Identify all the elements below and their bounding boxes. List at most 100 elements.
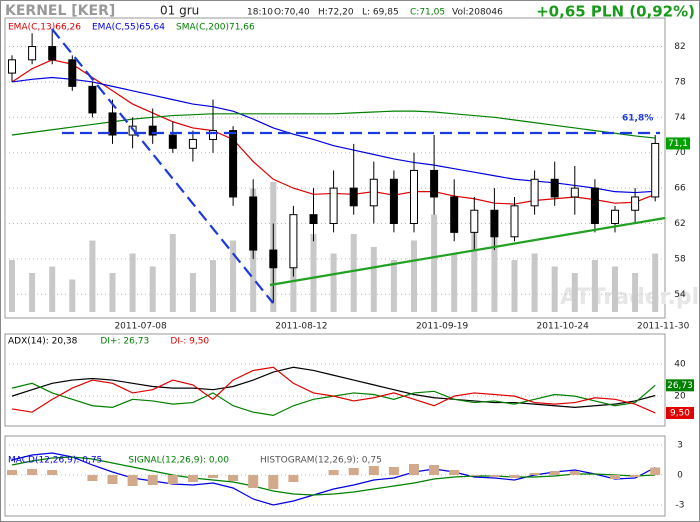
y-tick-label: 70 — [674, 148, 686, 158]
candle-body — [289, 214, 298, 269]
histogram-bar — [449, 470, 460, 475]
last-value-label: 26,73 — [667, 381, 693, 391]
candle-body — [550, 178, 559, 198]
candle-body — [611, 209, 619, 225]
x-tick-label: 2011-07-08 — [114, 322, 167, 332]
volume-bar — [189, 273, 196, 312]
legend-entry: MACD(12,26,9): 0,75 — [8, 456, 102, 466]
indicator-line — [11, 76, 656, 194]
histogram-bar — [569, 471, 580, 475]
legend-entry: ADX(14): 20,38 — [8, 337, 78, 347]
histogram-bar — [107, 475, 118, 484]
fib-label: 61,8% — [622, 114, 653, 124]
volume-bar — [370, 247, 377, 312]
legend-entry: EMA(C,13)66,26 — [8, 23, 81, 33]
volume-bar — [49, 266, 56, 312]
macd-panel — [4, 435, 666, 517]
candle-body — [530, 178, 539, 207]
change: +0,65 PLN (0,92%) — [536, 3, 695, 21]
y-tick-label: 62 — [674, 219, 685, 229]
volume-bar — [129, 253, 136, 312]
volume-bar — [9, 260, 15, 312]
candle-body — [88, 85, 97, 114]
last-value-box — [666, 406, 694, 419]
histogram-bar — [87, 475, 98, 481]
last-value-label: 9,50 — [670, 408, 690, 418]
support-trendline — [269, 216, 666, 287]
x-tick-label: 2011-08-12 — [275, 322, 327, 332]
candle-body — [68, 59, 77, 87]
legend-entry: DI+: 26,73 — [100, 337, 149, 347]
histogram-bar — [208, 475, 218, 478]
volume-bar — [471, 221, 478, 312]
volume-bar — [29, 273, 36, 312]
histogram-bar — [248, 475, 259, 488]
volume-bar — [551, 266, 558, 312]
ticker: KERNEL [KER] — [5, 3, 115, 19]
candle-body — [570, 187, 579, 198]
y-tick-label: 82 — [674, 42, 685, 52]
volume-bar — [350, 234, 357, 312]
y-tick-label: 3 — [677, 441, 683, 451]
histogram-bar — [610, 475, 620, 479]
histogram-bar — [288, 475, 299, 482]
candle-body — [590, 187, 599, 225]
candle-body — [148, 125, 157, 136]
histogram-bar — [429, 465, 440, 475]
time: 18:10 — [247, 8, 273, 18]
histogram-bar — [650, 467, 661, 475]
histogram-bar — [27, 469, 38, 475]
histogram-bar — [469, 475, 480, 476]
histogram-bar — [228, 475, 239, 481]
candle-body — [410, 169, 418, 225]
candle-body — [309, 214, 318, 225]
histogram-bar — [509, 475, 520, 478]
close: C:71,05 — [410, 8, 445, 18]
volume-bar — [411, 240, 417, 312]
y-tick-label: 78 — [674, 77, 686, 87]
volume-bar — [652, 253, 659, 312]
histogram-bar — [47, 470, 58, 475]
candle-body — [651, 142, 660, 198]
candle-body — [430, 169, 439, 198]
candle-body — [349, 187, 358, 207]
candle-body — [8, 59, 16, 74]
volume-bar — [69, 279, 76, 312]
fall-trendline — [51, 28, 274, 304]
legend-entry: SIGNAL(12,26,9): 0,00 — [128, 456, 229, 466]
histogram-bar — [268, 475, 279, 489]
candle-body — [369, 178, 378, 207]
histogram-bar — [409, 464, 419, 475]
volume-bar — [230, 240, 237, 312]
y-tick-label: 40 — [674, 360, 686, 370]
volume-bar — [591, 260, 598, 312]
candle-body — [631, 196, 640, 211]
candle-body — [450, 196, 459, 233]
histogram-bar — [529, 473, 540, 475]
volume-bar — [210, 260, 216, 312]
open: O:70,40 — [274, 8, 310, 18]
histogram-bar — [549, 471, 560, 475]
candle-body — [188, 138, 197, 149]
volume-bar — [491, 234, 498, 312]
candle-body — [229, 130, 238, 198]
date: 01 gru — [160, 4, 199, 18]
y-tick-label: -3 — [676, 501, 685, 511]
candle-body — [249, 196, 258, 251]
volume-bar — [431, 214, 438, 312]
low: L: 69,85 — [362, 8, 399, 18]
candle-body — [389, 178, 398, 225]
volume-bar — [390, 260, 397, 312]
volume-bar — [571, 273, 578, 312]
high: H:72,20 — [318, 8, 354, 18]
histogram-bar — [630, 475, 641, 477]
indicator-line — [11, 456, 656, 496]
volume-bar — [169, 234, 176, 312]
candle-body — [269, 249, 278, 269]
y-tick-label: 0 — [677, 471, 683, 481]
watermark: ATTrader.pl — [560, 285, 699, 310]
histogram-bar — [167, 475, 178, 484]
y-tick-label: 20 — [674, 392, 686, 402]
volume-bar — [531, 253, 538, 312]
